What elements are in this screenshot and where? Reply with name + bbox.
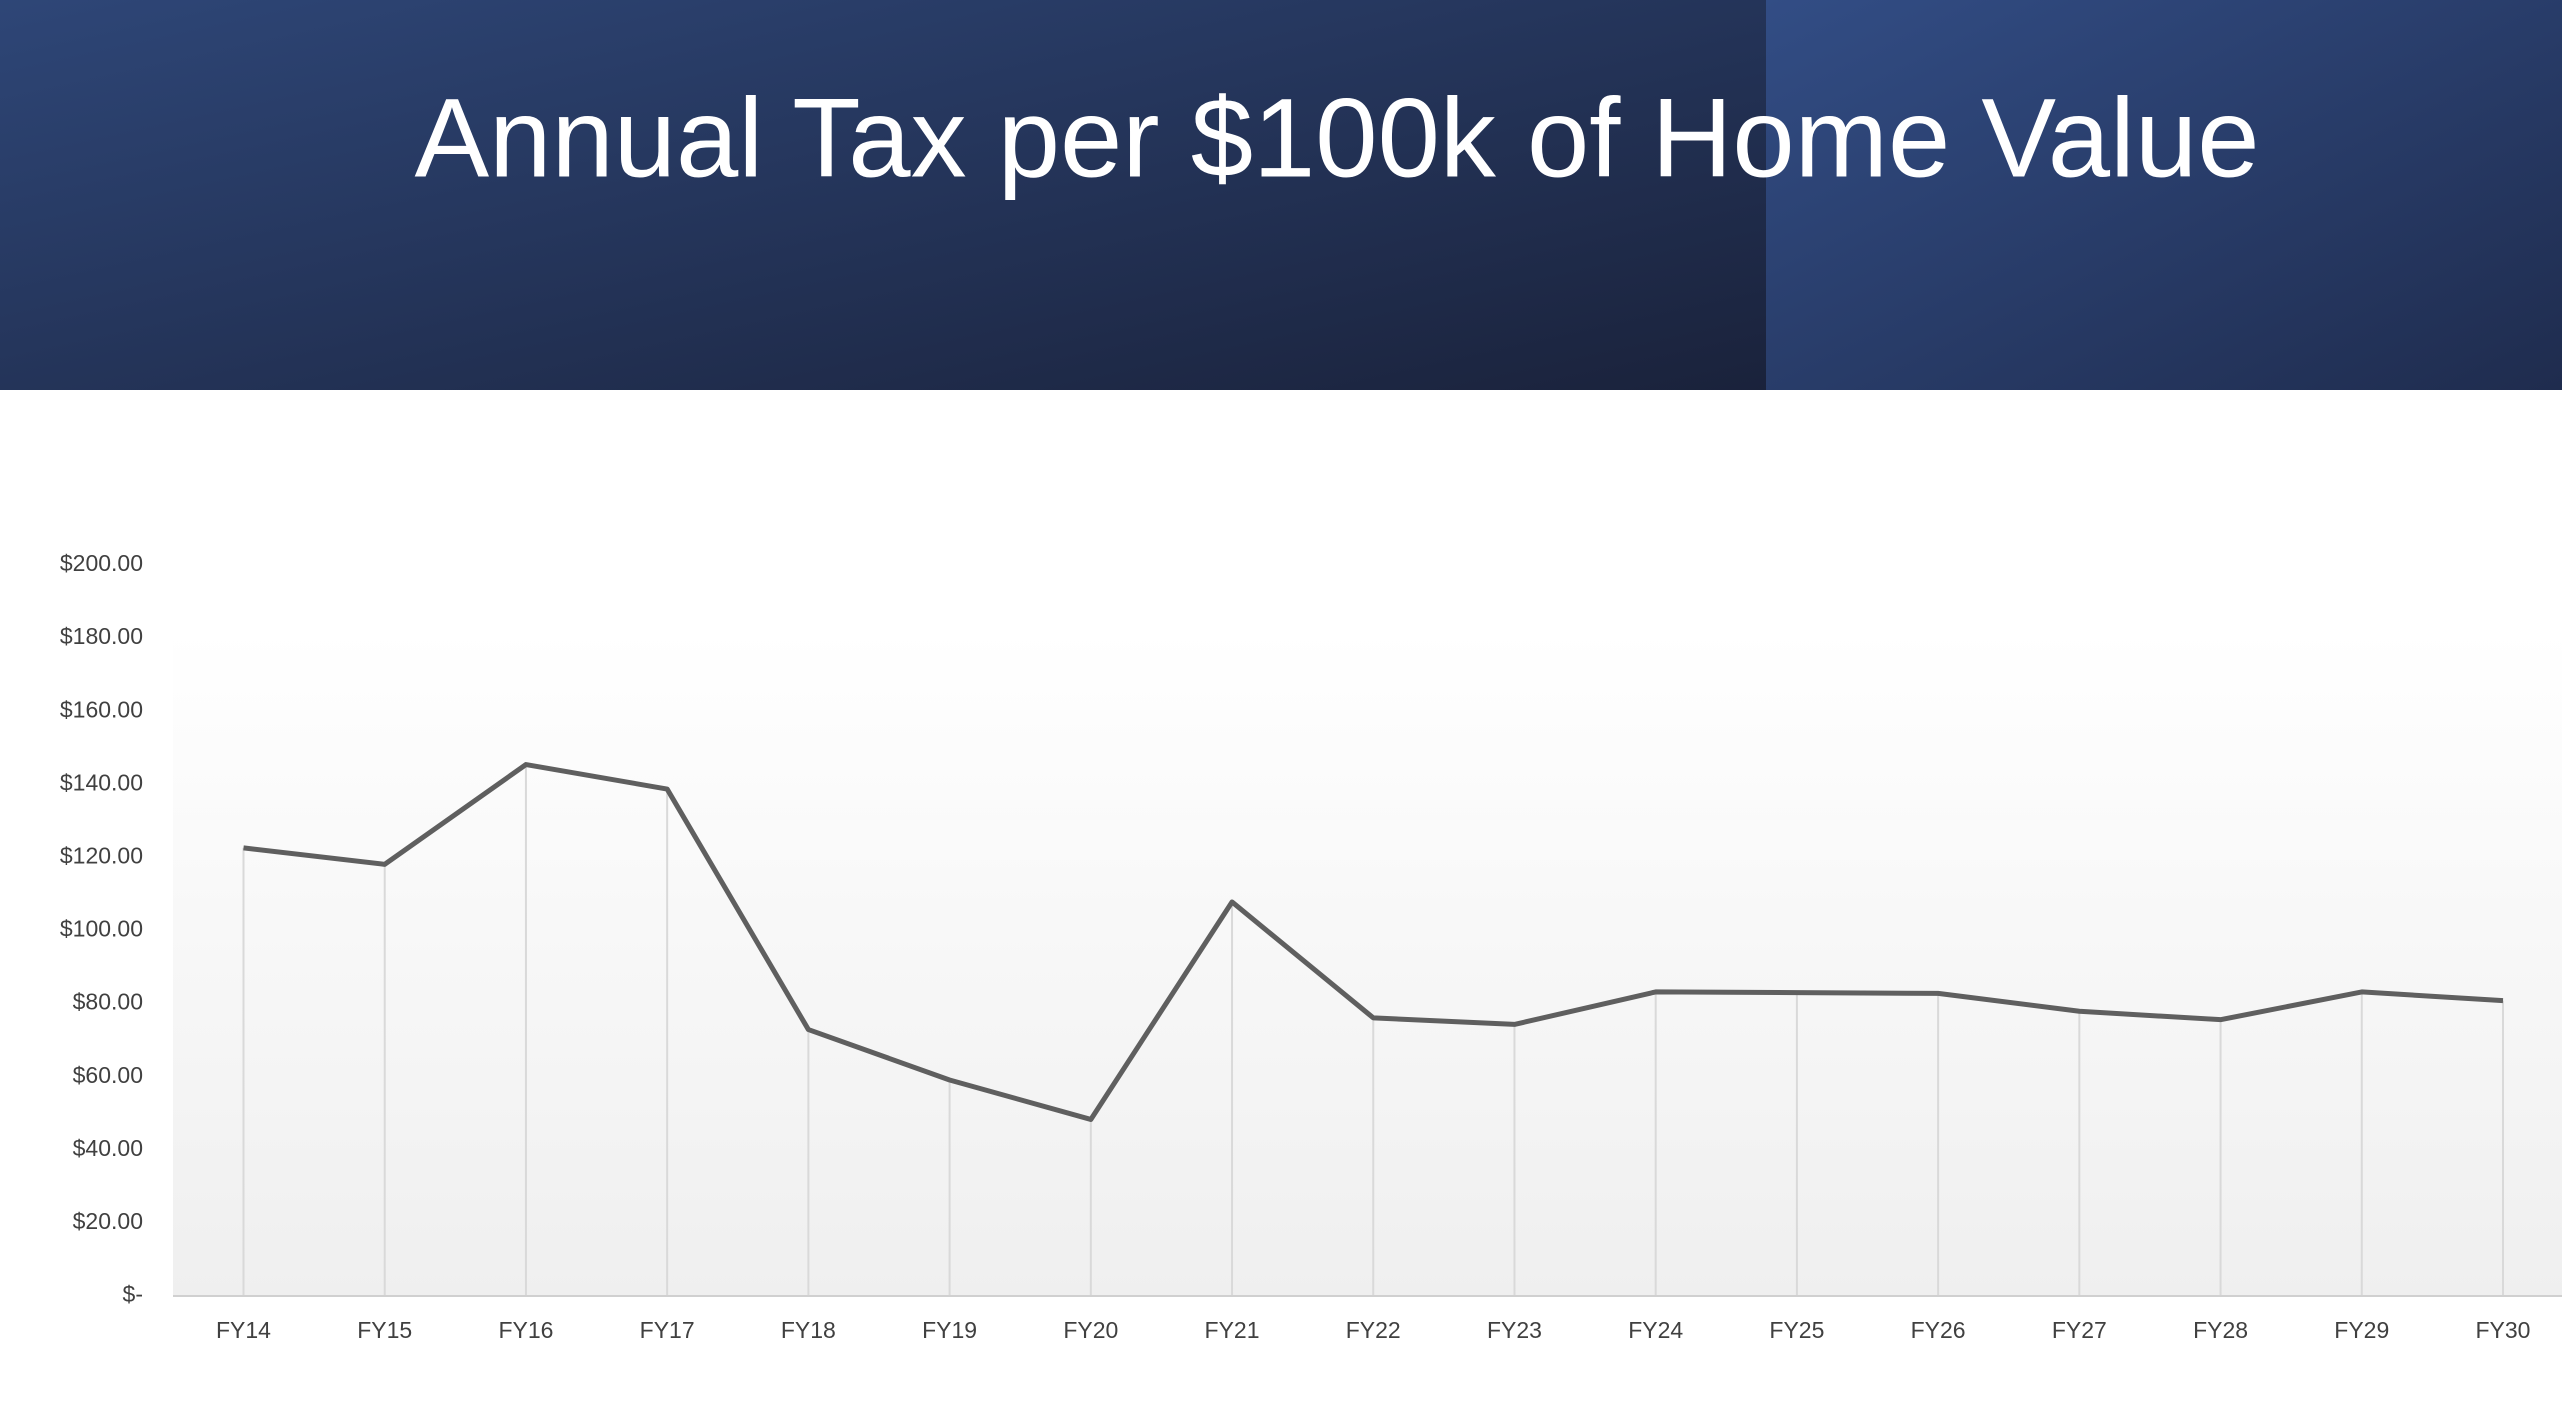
y-tick-label: $120.00 xyxy=(60,842,143,868)
y-tick-label: $140.00 xyxy=(60,769,143,795)
header-band xyxy=(0,0,1766,390)
x-tick-label: FY24 xyxy=(1628,1317,1683,1343)
data-line xyxy=(243,762,2504,1122)
x-tick-label: FY29 xyxy=(2334,1317,2389,1343)
y-tick-label: $20.00 xyxy=(73,1208,143,1234)
x-tick-label: FY22 xyxy=(1346,1317,1401,1343)
x-tick-label: FY18 xyxy=(781,1317,836,1343)
header-panel xyxy=(1766,0,2562,390)
y-tick-label: $- xyxy=(123,1281,143,1307)
y-tick-label: $180.00 xyxy=(60,623,143,649)
x-tick-label: FY27 xyxy=(2052,1317,2107,1343)
y-tick-label: $160.00 xyxy=(60,696,143,722)
x-tick-label: FY19 xyxy=(922,1317,977,1343)
x-tick-label: FY15 xyxy=(357,1317,412,1343)
x-tick-label: FY17 xyxy=(640,1317,695,1343)
y-tick-label: $80.00 xyxy=(73,989,143,1015)
x-tick-label: FY25 xyxy=(1769,1317,1824,1343)
x-tick-label: FY30 xyxy=(2476,1317,2531,1343)
y-tick-label: $40.00 xyxy=(73,1135,143,1161)
x-tick-label: FY23 xyxy=(1487,1317,1542,1343)
x-tick-label: FY26 xyxy=(1911,1317,1966,1343)
y-tick-label: $200.00 xyxy=(60,550,143,576)
x-tick-label: FY20 xyxy=(1063,1317,1118,1343)
y-tick-label: $60.00 xyxy=(73,1062,143,1088)
x-tick-label: FY28 xyxy=(2193,1317,2248,1343)
y-tick-label: $100.00 xyxy=(60,916,143,942)
chart-title: Annual Tax per $100k of Home Value xyxy=(414,76,2259,201)
x-tick-label: FY16 xyxy=(498,1317,553,1343)
x-tick-label: FY14 xyxy=(216,1317,271,1343)
x-tick-label: FY21 xyxy=(1205,1317,1260,1343)
plot-area xyxy=(173,630,2562,1296)
